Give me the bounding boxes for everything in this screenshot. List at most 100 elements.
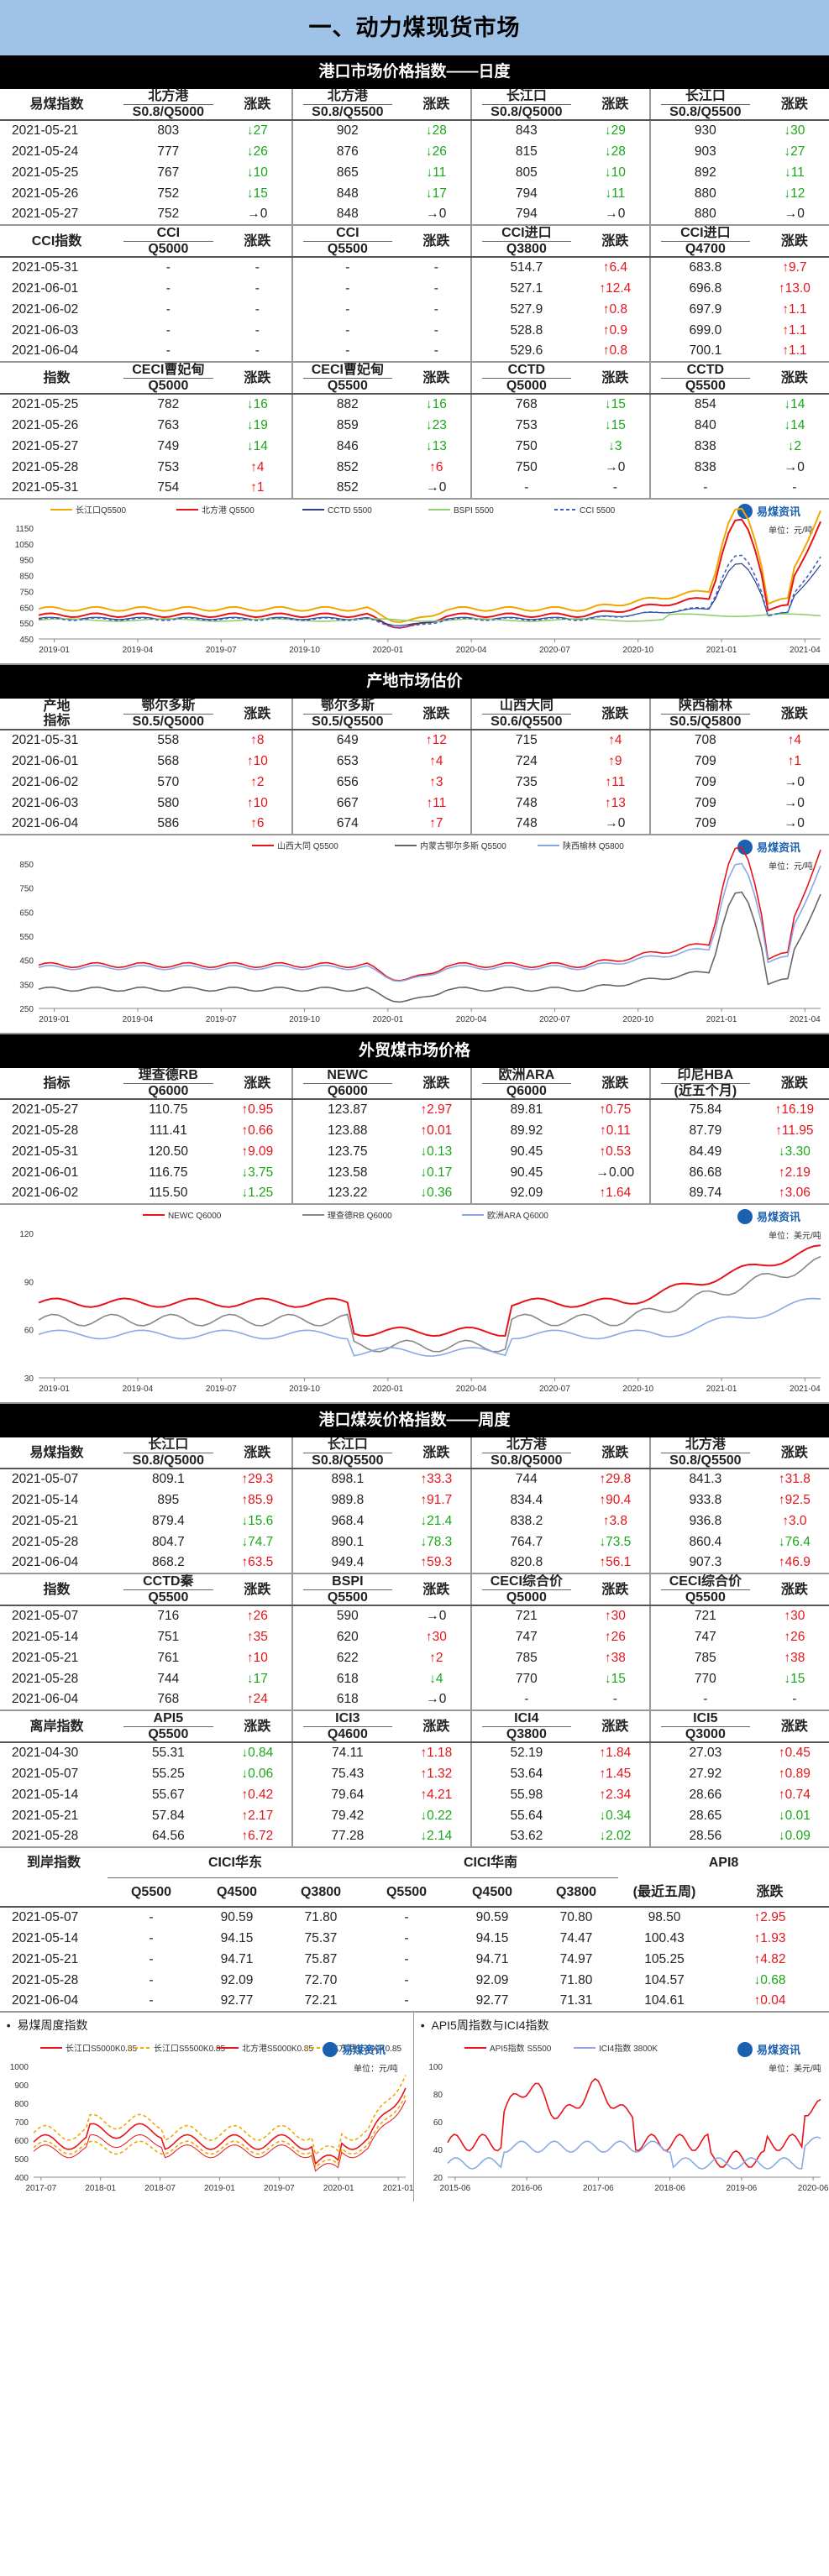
- cell: 876: [336, 144, 359, 159]
- table-row: 2021-05-25 782 ↓16 882 ↓16 768 ↓15 854 ↓14: [0, 394, 829, 415]
- table-row: 2021-05-25 767 ↓10 865 ↓11 805 ↓10 892 ↓11: [0, 162, 829, 183]
- cell: 846: [336, 438, 359, 453]
- cell: 110.75: [149, 1102, 188, 1117]
- cell: ↑0.53: [580, 1141, 651, 1162]
- cell: 805: [515, 165, 538, 180]
- col-header: 涨跌: [580, 1437, 651, 1469]
- unit-label: 单位：元/吨: [769, 525, 813, 536]
- series-line: [38, 507, 821, 624]
- cell: 2021-06-04: [12, 1555, 79, 1569]
- col-header: 涨跌: [401, 1068, 472, 1100]
- table-row: 2021-06-02 570 ↑2 656 ↑3 735 ↑11 709 →0: [0, 772, 829, 793]
- cell: ↑38: [784, 1650, 805, 1665]
- col-header: CCTD Q5500: [649, 363, 760, 395]
- table-row: 2021-05-28 753 ↑4 852 ↑6 750 →0 838 →0: [0, 457, 829, 478]
- y-tick: 550: [19, 620, 34, 629]
- col-header: API5 Q5500: [113, 1711, 223, 1743]
- table-row: 2021-05-21 - 94.71 75.87 - 94.71 74.97 105.25 ↑4…: [0, 1949, 829, 1970]
- cell: ↓0.06: [223, 1763, 293, 1784]
- x-tick: 2019-01: [39, 1385, 70, 1394]
- cell: ↑0.9: [580, 320, 651, 341]
- table-origin: 产地 指标 鄂尔多斯 S0.5/Q5000 涨跌 鄂尔多斯 S0.5/Q5500 涨跌 山西大同…: [0, 699, 829, 835]
- cell: ↑1.1: [782, 343, 807, 358]
- cell: 75.37: [304, 1930, 338, 1945]
- cell: ↓0.68: [753, 1972, 786, 1987]
- cell: -: [223, 341, 293, 362]
- cell: 747: [515, 1629, 538, 1644]
- col-header: 涨跌: [759, 89, 829, 121]
- col-header: 涨跌: [580, 1574, 651, 1606]
- cell: ↑56.1: [580, 1552, 651, 1573]
- cell: 715: [515, 733, 538, 747]
- col-header: 涨跌: [223, 699, 293, 730]
- cell: 764.7: [510, 1534, 543, 1549]
- cell: 2021-05-21: [12, 1808, 79, 1823]
- x-tick: 2018-01: [85, 2184, 116, 2193]
- series-line: [38, 554, 821, 629]
- col-header: CCI进口 Q4700: [649, 226, 760, 258]
- cell: 2021-05-31: [12, 260, 79, 275]
- cell: 649: [336, 733, 359, 747]
- table-row: 2021-06-04 868.2 ↑63.5 949.4 ↑59.3 820.8 ↑56.1…: [0, 1552, 829, 1573]
- cell: →0: [784, 774, 805, 789]
- x-tick: 2020-01: [372, 1385, 403, 1394]
- line-chart-port: 长江口Q5500 北方港 Q5500 CCTD 5500 BSPI 5500 CCI 5…: [15, 504, 821, 655]
- cell: ↓74.7: [223, 1531, 293, 1552]
- x-tick: 2020-10: [622, 646, 653, 655]
- cell: ↓0.01: [778, 1808, 811, 1823]
- cell: -: [524, 1692, 529, 1706]
- series-line: [38, 1244, 821, 1338]
- cell: 2021-06-02: [12, 301, 79, 317]
- col-header: 涨跌: [223, 1574, 293, 1606]
- col-header: 涨跌: [223, 89, 293, 121]
- y-tick: 60: [24, 1327, 34, 1336]
- table-row: 2021-06-04 586 ↑6 674 ↑7 748 →0 709 →0: [0, 814, 829, 835]
- col-header: CECI曹妃甸 Q5500: [291, 363, 402, 395]
- cell: -: [165, 260, 171, 275]
- cell: ↑30: [580, 1605, 651, 1626]
- cell: 2021-05-27: [12, 207, 79, 221]
- cell: 90.59: [475, 1910, 509, 1924]
- col-header: 涨跌: [401, 699, 472, 730]
- cell: 777: [157, 144, 180, 159]
- cell: 71.80: [559, 1972, 593, 1987]
- cell: ↑29.3: [223, 1469, 293, 1490]
- y-tick: 800: [14, 2100, 29, 2109]
- y-tick: 250: [19, 1005, 34, 1014]
- cell: ↑33.3: [401, 1469, 472, 1490]
- series-line: [38, 891, 821, 1003]
- cell: -: [165, 322, 171, 338]
- cell: 2021-05-27: [12, 1102, 79, 1117]
- cell: ↑0.04: [753, 1993, 786, 2008]
- series-line: [447, 2136, 821, 2170]
- y-tick: 20: [433, 2174, 443, 2183]
- cell: 618: [336, 1692, 359, 1706]
- x-tick: 2018-07: [144, 2184, 176, 2193]
- legend-item: 长江口Q5500: [76, 505, 126, 516]
- col-header: CCTD Q5000: [470, 363, 581, 395]
- cell: ↑6.72: [223, 1826, 293, 1847]
- cell: 852: [336, 459, 359, 474]
- cell: 55.25: [151, 1766, 185, 1781]
- col-header: 涨跌: [401, 363, 472, 395]
- y-tick: 600: [14, 2137, 29, 2146]
- series-line: [38, 613, 821, 622]
- cell: 709: [694, 753, 716, 768]
- cell: 785: [694, 1650, 716, 1665]
- cell: 2021-05-31: [12, 1144, 79, 1159]
- col-header: CECI曹妃甸 Q5000: [113, 363, 223, 395]
- cell: 754: [157, 480, 180, 495]
- cell: -: [149, 1993, 154, 2008]
- cell: 697.9: [689, 301, 722, 317]
- cell: →0: [784, 459, 805, 474]
- cell: ↓19: [223, 415, 293, 436]
- col-header: 指标: [0, 1068, 113, 1100]
- cell: -: [792, 1692, 797, 1706]
- col-header: CECI综合价 Q5000: [470, 1574, 581, 1606]
- cell: ↑2.95: [753, 1910, 786, 1924]
- cell: 123.87: [328, 1102, 368, 1117]
- cell: ↑1: [223, 478, 293, 499]
- cell: ↓11: [784, 165, 805, 180]
- table-row: 2021-05-31 120.50 ↑9.09 123.75 ↓0.13 90.45 ↑0.…: [0, 1141, 829, 1162]
- cell: -: [345, 280, 350, 296]
